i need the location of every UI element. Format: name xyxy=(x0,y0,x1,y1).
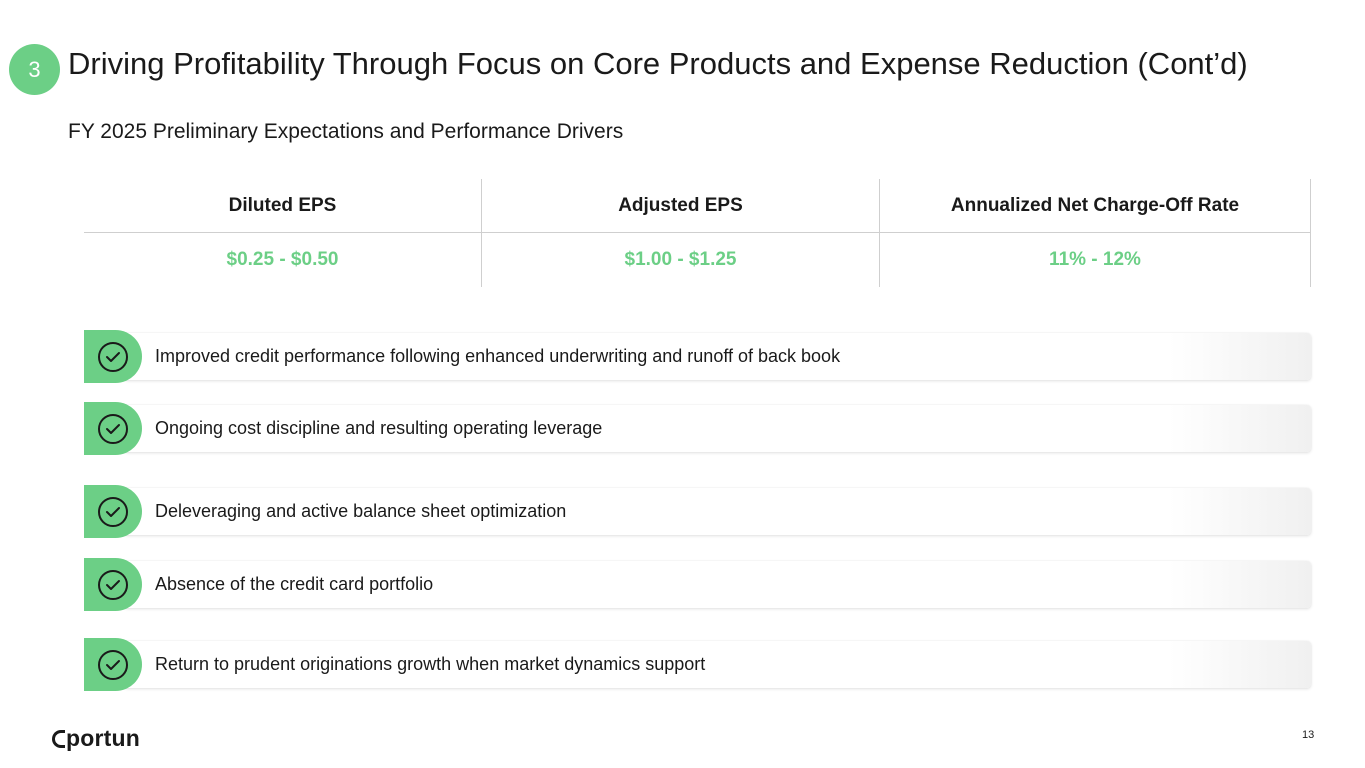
page-number: 13 xyxy=(1302,729,1315,741)
metric-column-net-charge-off-rate: Annualized Net Charge-Off Rate 11% - 12% xyxy=(880,179,1311,287)
metric-column-diluted-eps: Diluted EPS $0.25 - $0.50 xyxy=(84,179,482,287)
check-circle-icon xyxy=(98,649,128,680)
driver-item: Improved credit performance following en… xyxy=(84,330,1311,383)
metric-value: $1.00 - $1.25 xyxy=(624,249,737,270)
driver-bar xyxy=(124,561,1311,608)
logo-text: portun xyxy=(66,725,141,751)
check-circle-icon xyxy=(98,413,128,444)
driver-tab xyxy=(84,485,142,538)
driver-tab xyxy=(84,558,142,611)
driver-tab xyxy=(84,330,142,383)
driver-item: Deleveraging and active balance sheet op… xyxy=(84,485,1311,538)
driver-tab xyxy=(84,402,142,455)
section-number-badge: 3 xyxy=(9,44,60,95)
driver-item: Return to prudent originations growth wh… xyxy=(84,638,1311,691)
driver-bar xyxy=(124,405,1311,452)
driver-text: Absence of the credit card portfolio xyxy=(155,574,434,594)
driver-item: Absence of the credit card portfolio xyxy=(84,558,1311,611)
metric-value: 11% - 12% xyxy=(1049,249,1141,270)
metric-header: Diluted EPS xyxy=(84,179,481,233)
logo-mark-icon xyxy=(52,729,65,748)
check-circle-icon xyxy=(98,496,128,527)
metric-header: Adjusted EPS xyxy=(482,179,879,233)
driver-text: Return to prudent originations growth wh… xyxy=(155,654,706,674)
driver-item: Ongoing cost discipline and resulting op… xyxy=(84,402,1311,455)
driver-text: Deleveraging and active balance sheet op… xyxy=(155,501,567,521)
check-circle-icon xyxy=(98,569,128,600)
metric-header: Annualized Net Charge-Off Rate xyxy=(880,179,1310,233)
driver-text: Improved credit performance following en… xyxy=(155,346,841,366)
driver-bar xyxy=(124,488,1311,535)
driver-text: Ongoing cost discipline and resulting op… xyxy=(155,418,603,438)
check-circle-icon xyxy=(98,341,128,372)
oportun-logo: portun xyxy=(52,725,140,752)
driver-tab xyxy=(84,638,142,691)
metrics-table: Diluted EPS $0.25 - $0.50 Adjusted EPS $… xyxy=(84,179,1311,287)
page-title: Driving Profitability Through Focus on C… xyxy=(68,46,1248,81)
metric-column-adjusted-eps: Adjusted EPS $1.00 - $1.25 xyxy=(482,179,880,287)
driver-bar xyxy=(124,333,1311,380)
driver-bar xyxy=(124,641,1311,688)
section-number: 3 xyxy=(28,56,41,82)
page-subtitle: FY 2025 Preliminary Expectations and Per… xyxy=(68,120,624,143)
metric-value: $0.25 - $0.50 xyxy=(226,249,339,270)
